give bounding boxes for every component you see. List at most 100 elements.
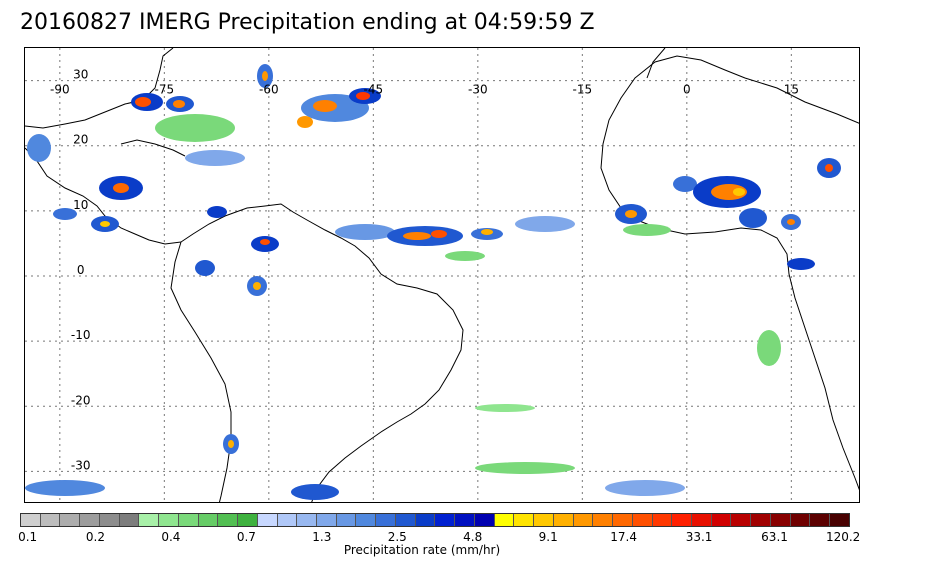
colorbar-swatch	[573, 514, 594, 526]
longitude-label: -45	[364, 83, 384, 97]
map-title: 20160827 IMERG Precipitation ending at 0…	[20, 10, 595, 35]
colorbar	[20, 513, 850, 527]
precip-cell	[757, 330, 781, 366]
colorbar-swatch	[40, 514, 61, 526]
precipitation-map: -90 -75 -60 -45 -30 -15 0 15 30 20 10 0 -10 -20 -30	[24, 47, 860, 503]
colorbar-swatch	[751, 514, 771, 526]
coastline-central-america	[25, 147, 182, 245]
colorbar-swatch	[395, 514, 416, 526]
colorbar-swatch	[553, 514, 574, 526]
colorbar-swatch	[534, 514, 554, 526]
colorbar-swatch	[60, 514, 81, 526]
colorbar-swatch	[632, 514, 653, 526]
colorbar-swatch	[159, 514, 179, 526]
precip-cell	[481, 229, 493, 235]
precip-cell	[403, 232, 431, 240]
colorbar-swatch	[474, 514, 495, 526]
latitude-label: 20	[73, 133, 88, 147]
precip-cell	[515, 216, 575, 232]
colorbar-swatch	[21, 514, 41, 526]
colorbar-tick-label: 33.1	[685, 530, 713, 544]
colorbar-swatch	[770, 514, 791, 526]
colorbar-swatch	[297, 514, 318, 526]
colorbar-swatch	[257, 514, 278, 526]
colorbar-swatch	[336, 514, 357, 526]
colorbar-tick-label: 9.1	[538, 530, 558, 544]
colorbar-swatch	[99, 514, 120, 526]
map-canvas: -90 -75 -60 -45 -30 -15 0 15 30 20 10 0 -10 -20 -30	[25, 48, 859, 502]
colorbar-swatch	[376, 514, 396, 526]
precip-cell	[53, 208, 77, 220]
precip-cell	[262, 71, 268, 81]
precip-cell	[291, 484, 339, 500]
coastline-africa	[600, 55, 859, 491]
longitude-label: -75	[155, 83, 175, 97]
precip-cell	[207, 206, 227, 218]
colorbar-swatch	[731, 514, 752, 526]
latitude-label: -20	[71, 393, 91, 407]
coastline-north-america	[25, 48, 174, 129]
coastline-south-america-west	[170, 241, 232, 502]
colorbar-swatch	[356, 514, 377, 526]
colorbar-tick-label: 1.3	[312, 530, 332, 544]
colorbar-tick-label: 4.8	[463, 530, 483, 544]
precip-cell	[356, 92, 370, 100]
colorbar-swatch	[415, 514, 436, 526]
longitude-label: -15	[573, 83, 593, 97]
latitude-label: 0	[77, 263, 85, 277]
coastline-cuba	[120, 139, 186, 157]
precip-cell	[711, 184, 747, 200]
precip-cell	[155, 114, 235, 142]
precip-cell	[625, 210, 637, 218]
colorbar-swatch	[672, 514, 692, 526]
longitude-label: -30	[468, 83, 488, 97]
coastline-south-america	[180, 203, 464, 502]
precip-cell	[787, 219, 795, 225]
precip-cell	[195, 260, 215, 276]
colorbar-swatch	[238, 514, 258, 526]
precip-cell	[173, 100, 185, 108]
precip-cell	[733, 188, 745, 196]
graticule-labels: -90 -75 -60 -45 -30 -15 0 15 30 20 10 0 -10 -20 -30	[50, 68, 799, 473]
colorbar-swatch	[494, 514, 515, 526]
precip-cell	[228, 440, 234, 448]
precipitation-cells	[25, 64, 841, 500]
latitude-label: -30	[71, 458, 91, 472]
colorbar-swatch	[80, 514, 100, 526]
precip-cell	[260, 239, 270, 245]
precip-cell	[100, 221, 110, 227]
colorbar-swatch	[691, 514, 712, 526]
precip-cell	[825, 164, 833, 172]
precip-cell	[313, 100, 337, 112]
longitude-label: 0	[683, 83, 691, 97]
colorbar-swatch	[810, 514, 831, 526]
precip-cell	[475, 462, 575, 474]
coastline-iberia	[646, 48, 666, 79]
colorbar-swatch	[790, 514, 811, 526]
precip-cell	[297, 116, 313, 128]
colorbar-swatch	[652, 514, 673, 526]
longitude-label: -60	[259, 83, 279, 97]
latitude-label: -10	[71, 328, 91, 342]
precip-cell	[253, 282, 261, 290]
precip-cell	[475, 404, 535, 412]
colorbar-tick-label: 63.1	[761, 530, 788, 544]
precip-cell	[623, 224, 671, 236]
colorbar-swatch	[830, 514, 849, 526]
colorbar-swatch	[514, 514, 535, 526]
precip-cell	[445, 251, 485, 261]
precip-cell	[27, 134, 51, 162]
colorbar-swatch	[613, 514, 633, 526]
colorbar-tick-label: 0.4	[161, 530, 181, 544]
colorbar-swatch	[178, 514, 199, 526]
precip-cell	[431, 230, 447, 238]
graticule	[25, 48, 859, 502]
precip-cell	[673, 176, 697, 192]
precip-cell	[739, 208, 767, 228]
latitude-label: 10	[73, 198, 88, 212]
precip-cell	[787, 258, 815, 270]
colorbar-tick-label: 17.4	[610, 530, 637, 544]
colorbar-tick-label: 0.7	[236, 530, 256, 544]
colorbar-tick-label: 0.2	[85, 530, 105, 544]
colorbar-swatch	[198, 514, 219, 526]
